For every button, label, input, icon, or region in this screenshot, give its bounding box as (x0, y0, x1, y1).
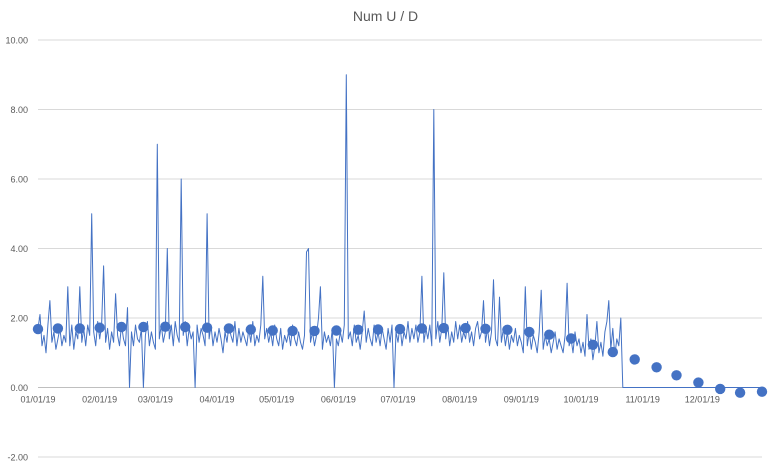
series-marker (715, 383, 726, 395)
series-layer (32, 74, 768, 398)
x-tick-label: 09/01/19 (504, 395, 539, 405)
series-marker (587, 339, 599, 350)
series-marker (693, 377, 704, 388)
series-marker (309, 325, 320, 337)
series-marker (671, 370, 682, 381)
axis-layer: -2.00 0.00 2.00 4.00 6.00 8.00 10.00 01/01/19 02… (5, 36, 762, 463)
series-marker (138, 321, 149, 333)
series-marker (607, 346, 618, 358)
series-marker (180, 321, 191, 333)
series-marker (372, 324, 384, 335)
x-tick-label: 11/01/19 (625, 395, 659, 405)
series-marker (416, 323, 428, 334)
x-tick-label: 02/01/19 (82, 395, 117, 405)
x-tick-label: 12/01/19 (685, 395, 720, 405)
y-tick-label: 10.00 (5, 36, 28, 46)
series-marker (524, 326, 535, 338)
series-marker (52, 323, 64, 334)
y-tick-label: 2.00 (10, 314, 28, 324)
series-marker (201, 322, 213, 333)
x-tick-label: 03/01/19 (138, 395, 173, 405)
x-tick-label: 05/01/19 (259, 395, 294, 405)
series-marker (331, 325, 342, 336)
x-tick-label: 06/01/19 (321, 395, 356, 405)
series-marker (245, 324, 256, 335)
x-tick-label: 08/01/19 (442, 395, 477, 405)
series-marker (629, 354, 640, 365)
series-marker (438, 322, 449, 334)
y-tick-label: 8.00 (10, 105, 28, 115)
y-tick-label: 4.00 (10, 244, 28, 254)
series-marker (734, 387, 746, 398)
y-tick-label: -2.00 (7, 453, 28, 463)
series-marker (116, 321, 127, 333)
series-marker (160, 321, 171, 332)
series-marker (651, 362, 662, 373)
chart-title: Num U / D (352, 8, 419, 24)
series-marker (267, 325, 278, 336)
x-tick-label: 07/01/19 (380, 395, 415, 405)
y-tick-label: 6.00 (10, 175, 28, 185)
series-marker (94, 322, 105, 333)
series-marker (32, 323, 44, 335)
series-marker (502, 324, 513, 335)
series-marker (565, 333, 577, 344)
series-marker (74, 323, 86, 334)
series-marker (756, 386, 768, 397)
series-marker (460, 322, 471, 334)
series-marker (394, 323, 406, 335)
x-tick-label: 04/01/19 (199, 395, 234, 405)
y-tick-label: 0.00 (10, 383, 28, 393)
series-marker (223, 323, 235, 334)
series-marker (353, 324, 364, 335)
series-marker (480, 323, 491, 334)
series-marker (544, 329, 555, 340)
series-marker (287, 325, 298, 337)
series-line (37, 74, 762, 388)
x-tick-label: 01/01/19 (20, 395, 55, 405)
x-tick-label: 10/01/19 (563, 395, 598, 405)
